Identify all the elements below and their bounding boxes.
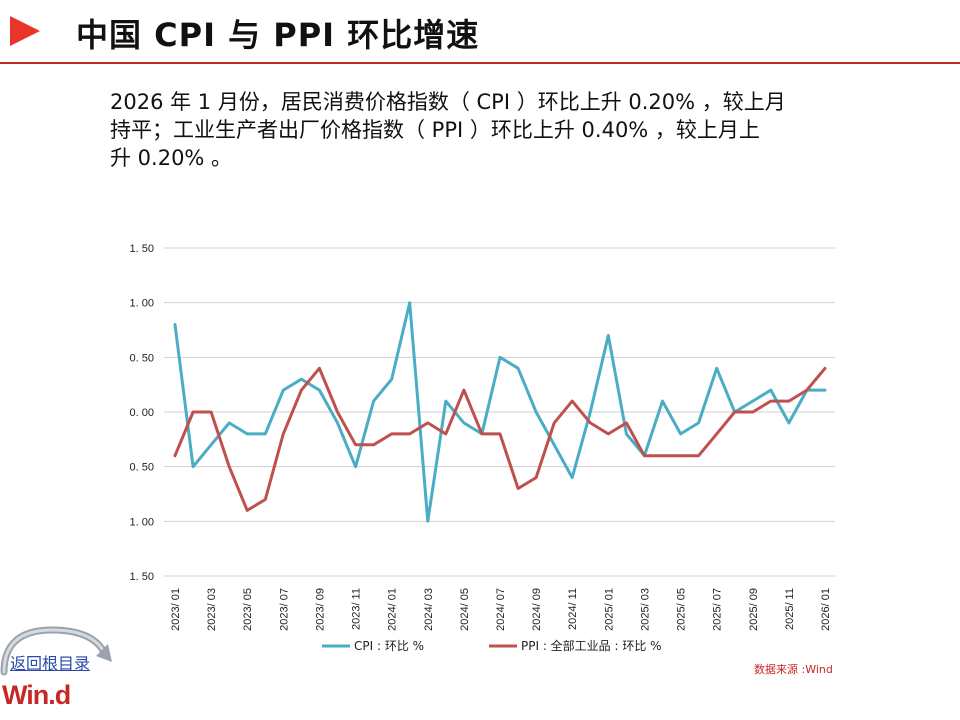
x-tick-label: 2024/ 11 xyxy=(567,588,579,630)
back-arrow-icon xyxy=(0,626,112,676)
x-tick-label: 2023/ 05 xyxy=(242,588,254,631)
legend-ppi-label: PPI : 全部工业品 : 环比 % xyxy=(521,638,662,653)
x-tick-label: 2025/ 05 xyxy=(676,588,688,631)
title-arrow-icon xyxy=(10,16,40,46)
summary-line-1: 2026 年 1 月份，居民消费价格指数（ CPI ）环比上升 0.20% ，较… xyxy=(110,90,786,114)
summary-line-3: 升 0.20% 。 xyxy=(110,146,233,170)
x-tick-label: 2024/ 05 xyxy=(459,588,471,631)
cpi-series-line xyxy=(173,301,827,523)
x-tick-label: 2023/ 11 xyxy=(351,588,363,630)
ppi-series-line xyxy=(173,366,827,512)
back-to-root-link[interactable]: 返回根目录 xyxy=(10,654,91,673)
y-tick-label: 1. 50 xyxy=(130,243,154,255)
x-tick-label: 2023/ 09 xyxy=(314,588,326,631)
x-tick-label: 2024/ 09 xyxy=(531,588,543,631)
x-tick-label: 2024/ 01 xyxy=(387,588,399,631)
y-tick-label: 0. 50 xyxy=(130,462,154,474)
x-tick-label: 2025/ 03 xyxy=(639,588,651,631)
x-tick-label: 2025/ 11 xyxy=(784,588,796,630)
wind-logo: Win.d xyxy=(2,680,71,710)
title-divider xyxy=(0,62,960,64)
x-tick-label: 2023/ 01 xyxy=(170,588,182,631)
legend-cpi-label: CPI : 环比 % xyxy=(354,639,424,653)
page-title: 中国 CPI 与 PPI 环比增速 xyxy=(76,16,480,54)
x-tick-label: 2025/ 01 xyxy=(603,588,615,631)
y-tick-label: 1. 00 xyxy=(130,516,154,528)
y-tick-label: 1. 50 xyxy=(130,571,154,583)
data-source: 数据来源 :Wind xyxy=(754,663,833,676)
y-tick-label: 0. 50 xyxy=(130,352,154,364)
y-tick-label: 1. 00 xyxy=(130,298,154,310)
x-tick-label: 2023/ 03 xyxy=(206,588,218,631)
x-tick-label: 2024/ 07 xyxy=(495,588,507,631)
x-tick-label: 2024/ 03 xyxy=(423,588,435,631)
y-tick-label: 0. 00 xyxy=(130,407,154,419)
summary-text: 2026 年 1 月份，居民消费价格指数（ CPI ）环比上升 0.20% ，较… xyxy=(110,88,870,172)
x-tick-label: 2023/ 07 xyxy=(278,588,290,631)
x-tick-label: 2025/ 09 xyxy=(748,588,760,631)
x-tick-label: 2025/ 07 xyxy=(712,588,724,631)
summary-line-2: 持平；工业生产者出厂价格指数（ PPI ）环比上升 0.40% ，较上月上 xyxy=(110,118,760,142)
x-tick-label: 2026/ 01 xyxy=(820,588,832,631)
